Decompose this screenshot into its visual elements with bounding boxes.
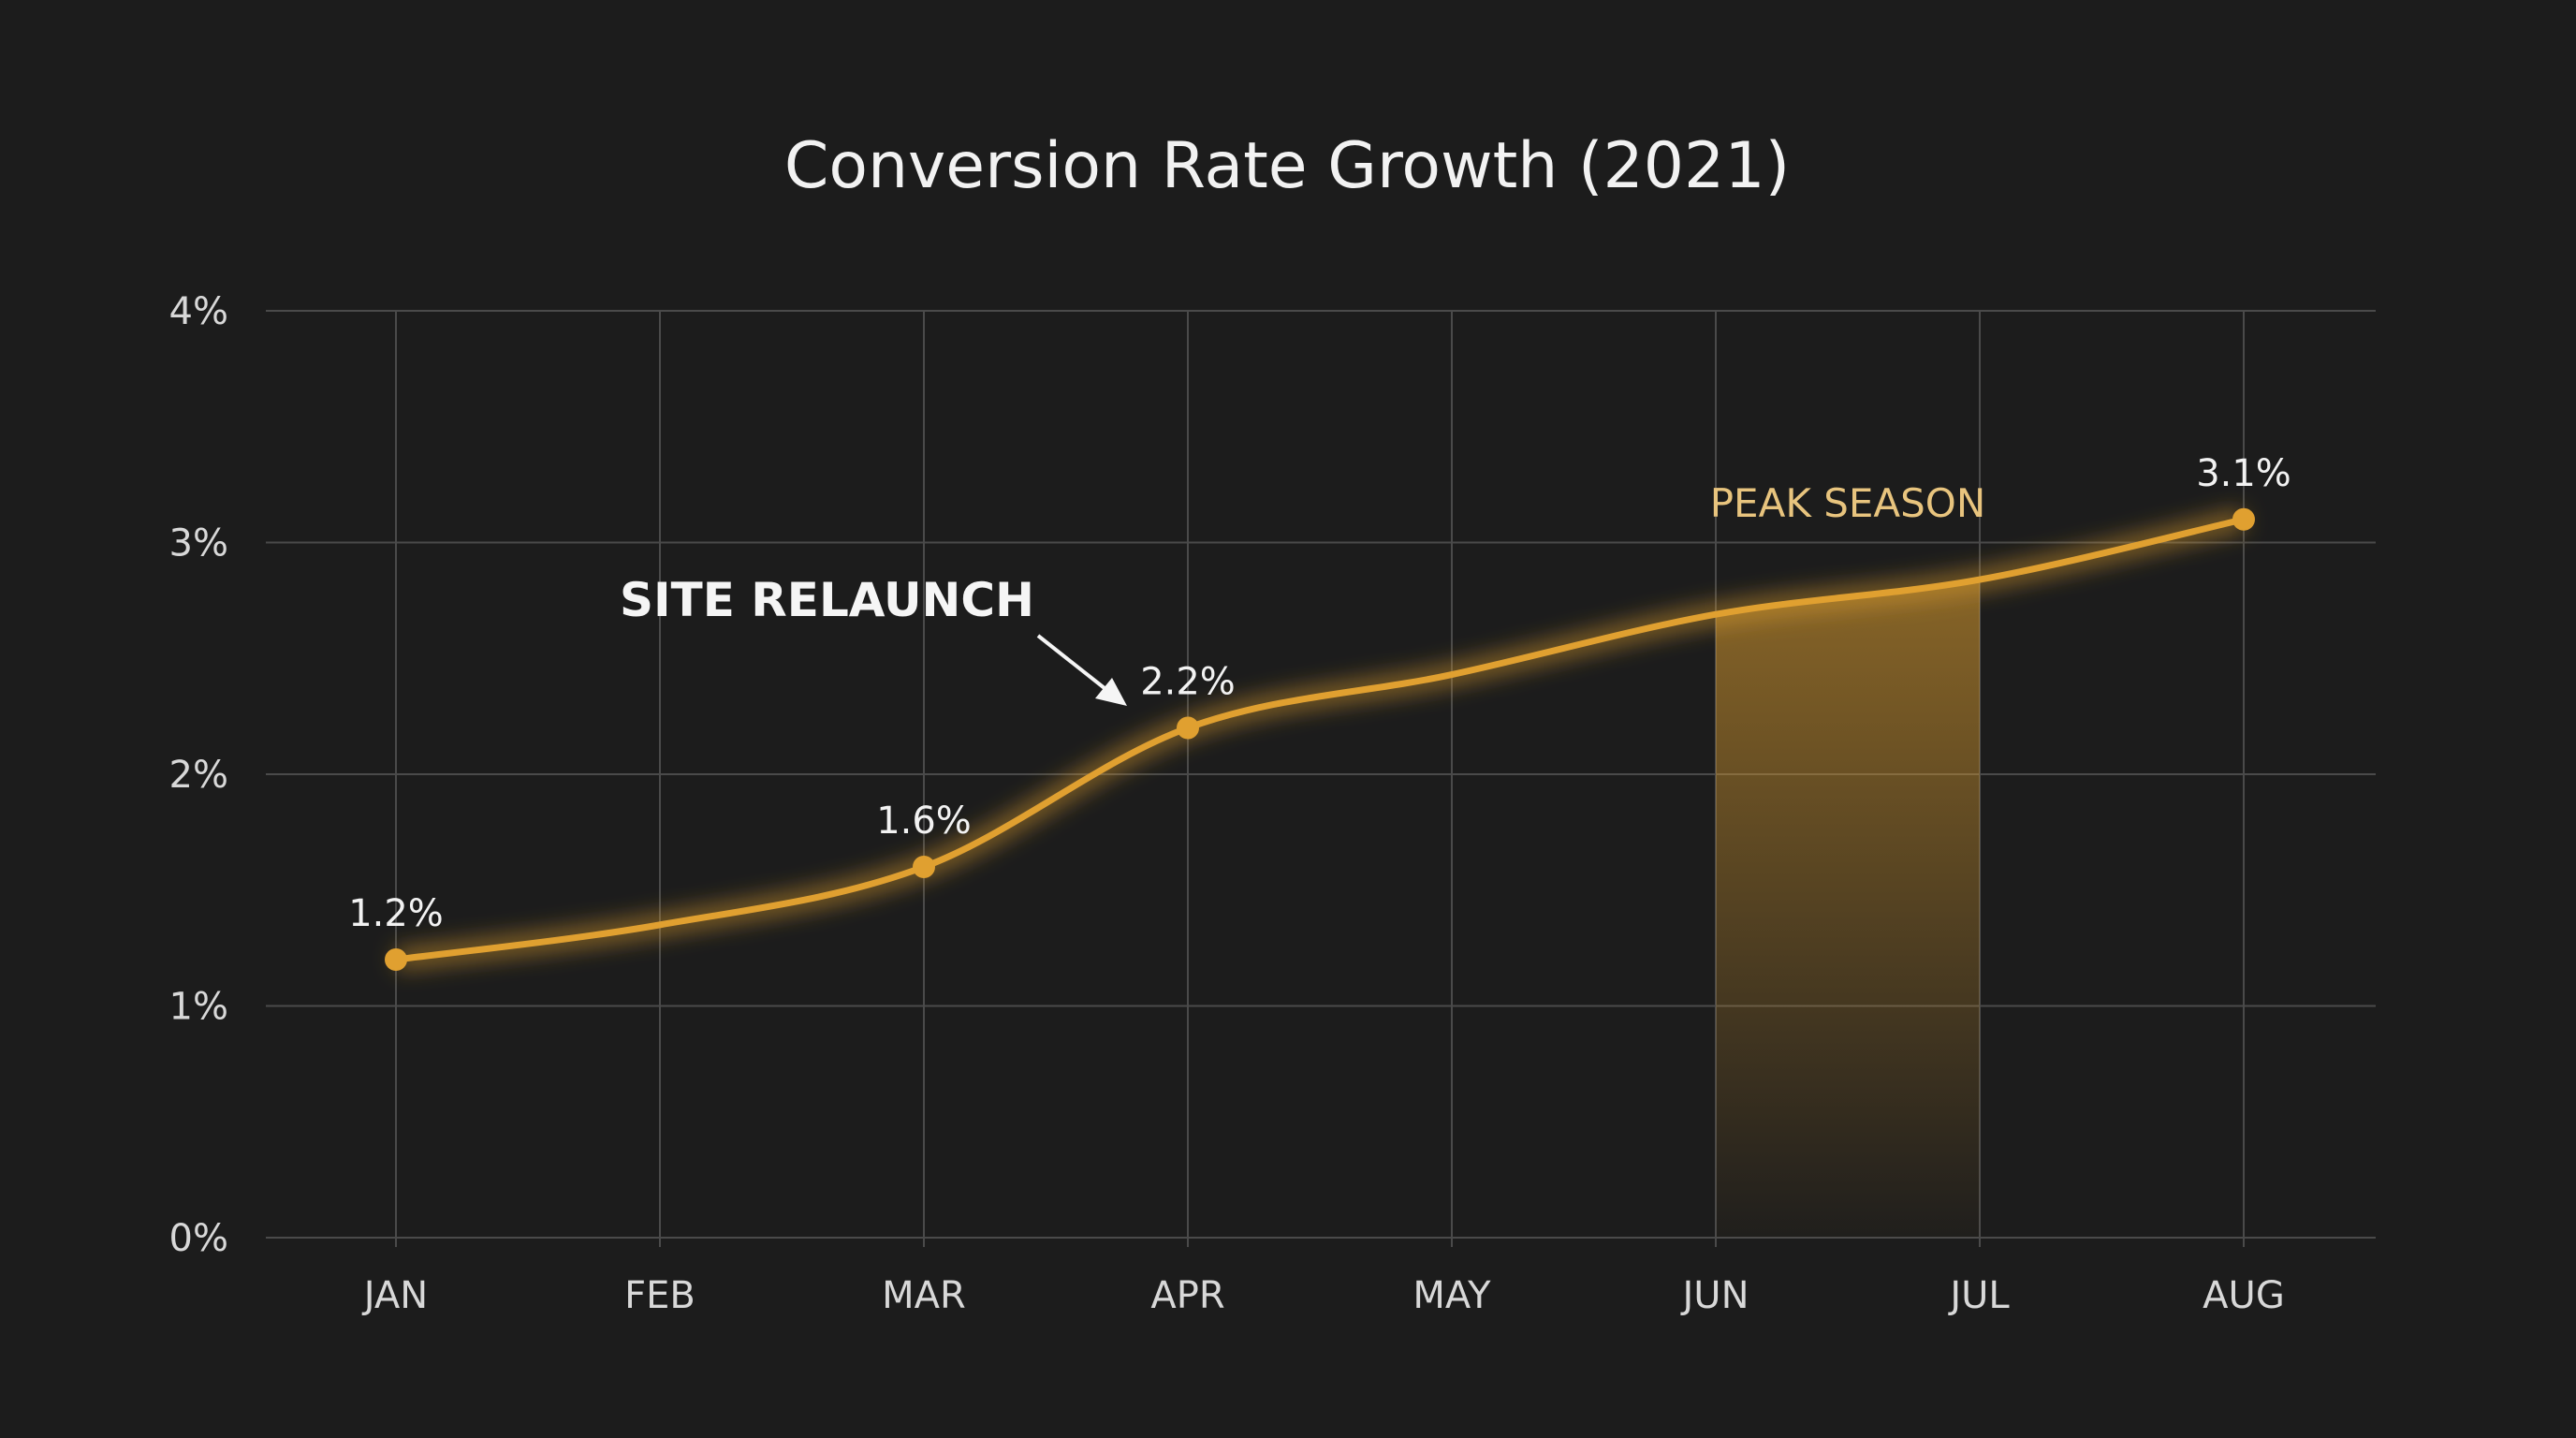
peak-season-label: PEAK SEASON [1710, 480, 1986, 526]
y-tick-label: 3% [169, 522, 228, 565]
y-tick-label: 1% [169, 986, 228, 1029]
site-relaunch-label: SITE RELAUNCH [620, 573, 1034, 627]
peak-season-band [1716, 580, 1980, 1238]
y-tick-label: 0% [169, 1217, 228, 1260]
x-tick-label: JUN [1680, 1274, 1749, 1317]
y-axis: 0% 1% 2% 3% 4% [169, 290, 228, 1260]
data-point-mar [913, 856, 935, 878]
series-line [392, 516, 2247, 963]
grid [266, 310, 2376, 1247]
y-tick-label: 4% [169, 290, 228, 333]
y-tick-label: 2% [169, 754, 228, 797]
x-tick-label: JAN [361, 1274, 428, 1317]
x-tick-label: JUL [1947, 1274, 2010, 1317]
x-tick-label: MAR [882, 1274, 966, 1317]
x-tick-label: FEB [624, 1274, 695, 1317]
data-label-jan: 1.2% [348, 892, 444, 935]
data-point-aug [2232, 507, 2255, 531]
site-relaunch-arrow [1036, 634, 1127, 706]
data-points: 1.2% 1.6% 2.2% 3.1% [348, 452, 2291, 971]
x-tick-label: MAY [1412, 1274, 1491, 1317]
x-tick-label: AUG [2203, 1274, 2285, 1317]
x-tick-label: APR [1150, 1274, 1224, 1317]
data-label-apr: 2.2% [1140, 661, 1236, 704]
data-point-jan [385, 948, 407, 971]
data-point-apr [1177, 716, 1199, 740]
data-label-mar: 1.6% [876, 800, 972, 843]
data-label-aug: 3.1% [2196, 452, 2291, 495]
chart-title: Conversion Rate Growth (2021) [784, 129, 1790, 203]
x-axis: JAN FEB MAR APR MAY JUN JUL AUG [361, 1274, 2285, 1317]
